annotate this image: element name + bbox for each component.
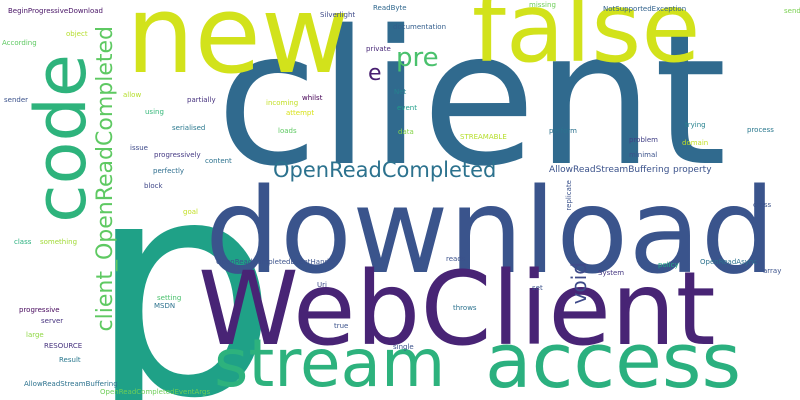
word-documentation: documentation (393, 23, 447, 31)
word-private: private (366, 45, 391, 53)
word-perform: perform (549, 127, 577, 135)
word-set: set (532, 284, 543, 292)
word-loads: loads (278, 127, 297, 135)
word-class: class (14, 238, 32, 246)
word-minimal: minimal (629, 151, 658, 159)
word-large: large (26, 331, 44, 339)
word-readbyte: ReadByte (373, 4, 407, 12)
word-object: object (66, 30, 88, 38)
word-false: false (472, 0, 701, 84)
word-notsupportedexception: NotSupportedException (603, 5, 687, 13)
word-resource: RESOURCE (44, 342, 83, 350)
word-allowreadstreambuffering: AllowReadStreamBuffering (549, 165, 670, 175)
word-perfectly: perfectly (153, 167, 185, 175)
word-sender: sender (4, 96, 29, 104)
word-something: something (40, 238, 78, 246)
word-p: p (88, 115, 279, 400)
word-whilst: whilst (302, 94, 323, 102)
word-streamable: STREAMABLE (460, 133, 507, 141)
word-send: send (784, 7, 800, 15)
word-progressive: progressive (19, 306, 60, 314)
word-policy: policy (658, 261, 679, 269)
word-domain: domain (682, 139, 709, 147)
word-single: single (393, 343, 414, 351)
word-attempt: attempt (286, 109, 315, 117)
word-webclient: WebClient (198, 250, 716, 369)
word-allow: allow (123, 91, 142, 99)
word-partially: partially (187, 96, 216, 104)
word-client: client (216, 0, 727, 207)
word-openreadcompletedeventargs: OpenReadCompletedEventArgs (100, 388, 211, 396)
word-openreadcompletedeventhandler: OpenReadCompletedEventHandler (216, 258, 339, 266)
word-client-openreadcompleted: client_OpenReadCompleted (93, 26, 118, 332)
word-progressively: progressively (154, 151, 201, 159)
word-openreadasync: OpenReadAsync (700, 258, 758, 266)
word-result: Result (59, 356, 81, 364)
word-setting: setting (157, 294, 182, 302)
word-process: process (747, 126, 774, 134)
word-silverlight: Silverlight (320, 11, 356, 19)
word-true: true (334, 322, 349, 330)
word-cross: cross (753, 201, 772, 209)
word-code: code (20, 54, 102, 223)
word-reads: reads (446, 255, 466, 263)
word-event: event (397, 104, 417, 112)
word-void: void (567, 262, 591, 305)
word-content: content (205, 157, 232, 165)
word-missing: missing (529, 1, 556, 9)
word-uri: Uri (317, 281, 327, 289)
word-block: block (144, 182, 163, 190)
word-data: data (398, 128, 414, 136)
word-server: server (41, 317, 64, 325)
word-serialised: serialised (172, 124, 206, 132)
word-access: access (485, 316, 742, 400)
word-system: System (598, 269, 625, 277)
word-stream: stream (214, 325, 446, 400)
word-incoming: incoming (266, 99, 299, 107)
word-pre: pre (396, 43, 439, 73)
word-trying: trying (685, 121, 706, 129)
word-msdn: MSDN (154, 302, 176, 310)
word-net: Net (394, 88, 407, 96)
word-property: property (673, 165, 712, 175)
word-using: using (145, 108, 164, 116)
word-according: According (2, 39, 37, 47)
word-download: download (205, 162, 776, 300)
word-e: e (368, 61, 382, 86)
word-replicate: replicate (565, 180, 573, 211)
word-allowreadstreambuffering-small: AllowReadStreamBuffering (24, 380, 118, 388)
word-beginprogressivedownload: BeginProgressiveDownload (8, 7, 103, 15)
word-new: new (126, 0, 350, 98)
word-issue: issue (130, 144, 148, 152)
word-problem: problem (629, 136, 658, 144)
word-openreadcompleted: OpenReadCompleted (273, 158, 497, 182)
word-goal: goal (183, 208, 198, 216)
word-throws: throws (453, 304, 477, 312)
word-array: array (763, 267, 782, 275)
